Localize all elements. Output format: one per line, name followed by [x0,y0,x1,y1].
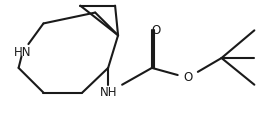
Text: NH: NH [99,86,117,99]
Text: O: O [151,24,161,37]
Text: O: O [183,71,192,84]
Text: HN: HN [14,46,31,59]
